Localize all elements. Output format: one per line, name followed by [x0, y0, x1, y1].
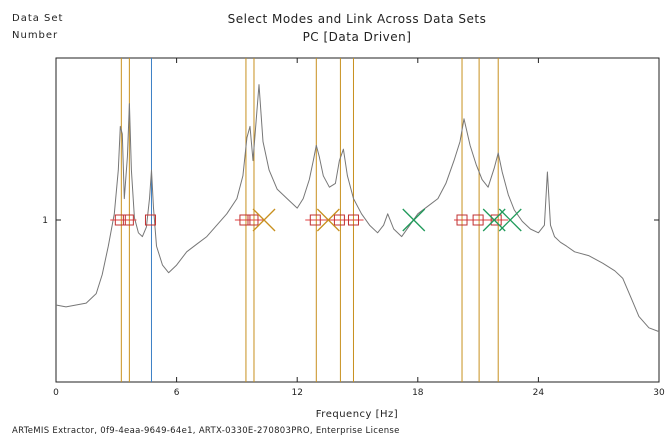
x-tick-label: 6 — [174, 388, 180, 398]
chart-subtitle: PC [Data Driven] — [303, 30, 412, 44]
x-tick-label: 24 — [533, 388, 545, 398]
cross-marker-orange — [316, 208, 340, 232]
square-marker — [347, 214, 359, 226]
cross-marker-green — [498, 208, 522, 232]
y-tick-label: 1 — [42, 216, 48, 226]
spectrum-line — [55, 84, 660, 333]
cross-marker-green — [402, 208, 426, 232]
x-tick-label: 18 — [412, 388, 424, 398]
square-marker — [247, 214, 259, 226]
side-label-line1: Data Set — [12, 13, 63, 24]
square-marker — [114, 214, 126, 226]
x-tick-label: 30 — [653, 388, 665, 398]
square-marker — [122, 214, 134, 226]
chart-title: Select Modes and Link Across Data Sets — [228, 12, 487, 26]
x-tick-label: 12 — [291, 388, 302, 398]
footer-license: ARTeMIS Extractor, 0f9-4eaa-9649-64e1, A… — [12, 426, 400, 436]
plot-area: 0 6 12 18 24 30 1 — [42, 57, 665, 398]
square-marker — [490, 214, 502, 226]
square-marker — [333, 214, 345, 226]
square-marker — [309, 214, 321, 226]
square-marker — [239, 214, 251, 226]
x-tick-label: 0 — [53, 388, 59, 398]
square-marker — [144, 214, 156, 226]
square-marker — [456, 214, 468, 226]
square-marker — [472, 214, 484, 226]
cross-marker-orange — [252, 208, 276, 232]
x-axis-label: Frequency [Hz] — [316, 409, 398, 420]
cross-marker-green — [482, 208, 506, 232]
side-label-line2: Number — [12, 30, 58, 41]
